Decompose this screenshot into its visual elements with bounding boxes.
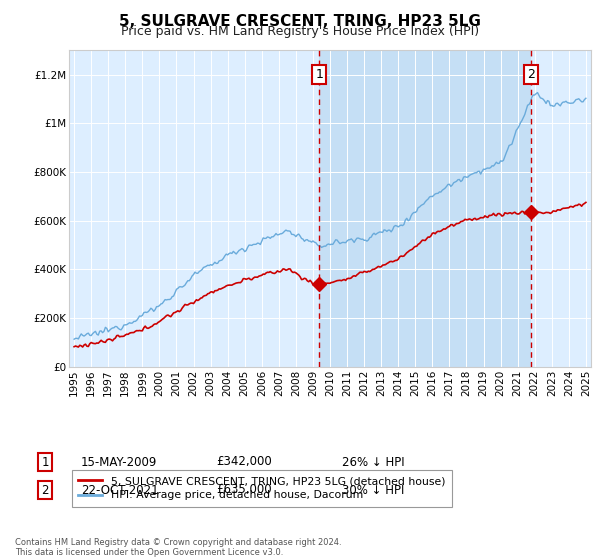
Text: 2: 2 <box>527 68 535 81</box>
Text: 30% ↓ HPI: 30% ↓ HPI <box>342 483 404 497</box>
Text: 5, SULGRAVE CRESCENT, TRING, HP23 5LG: 5, SULGRAVE CRESCENT, TRING, HP23 5LG <box>119 14 481 29</box>
Text: 2: 2 <box>41 483 49 497</box>
Text: Contains HM Land Registry data © Crown copyright and database right 2024.
This d: Contains HM Land Registry data © Crown c… <box>15 538 341 557</box>
Legend: 5, SULGRAVE CRESCENT, TRING, HP23 5LG (detached house), HPI: Average price, deta: 5, SULGRAVE CRESCENT, TRING, HP23 5LG (d… <box>72 470 452 507</box>
Text: 22-OCT-2021: 22-OCT-2021 <box>81 483 158 497</box>
Bar <box>319 50 531 367</box>
Text: 15-MAY-2009: 15-MAY-2009 <box>81 455 157 469</box>
Text: 26% ↓ HPI: 26% ↓ HPI <box>342 455 404 469</box>
Text: £342,000: £342,000 <box>216 455 272 469</box>
Text: 1: 1 <box>41 455 49 469</box>
Text: Price paid vs. HM Land Registry's House Price Index (HPI): Price paid vs. HM Land Registry's House … <box>121 25 479 38</box>
Text: 1: 1 <box>316 68 323 81</box>
Text: £635,000: £635,000 <box>216 483 272 497</box>
